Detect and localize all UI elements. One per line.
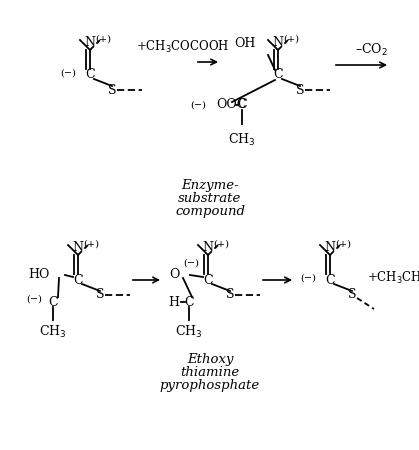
Text: C: C bbox=[237, 99, 247, 112]
Text: OH: OH bbox=[235, 37, 256, 50]
Text: (+): (+) bbox=[283, 35, 299, 44]
Text: H: H bbox=[168, 296, 179, 309]
Text: CH$_3$: CH$_3$ bbox=[39, 324, 67, 340]
Text: C: C bbox=[85, 68, 95, 81]
Text: N: N bbox=[272, 36, 284, 49]
Text: (−): (−) bbox=[300, 274, 316, 283]
Text: C: C bbox=[73, 274, 83, 287]
Text: (+): (+) bbox=[335, 239, 351, 248]
Text: (−): (−) bbox=[183, 259, 199, 268]
Text: +CH$_3$COCOOH: +CH$_3$COCOOH bbox=[136, 39, 230, 55]
Text: C: C bbox=[325, 274, 335, 287]
Text: (+): (+) bbox=[83, 239, 99, 248]
Text: thiamine: thiamine bbox=[180, 366, 240, 379]
Text: CH$_3$: CH$_3$ bbox=[228, 132, 256, 148]
Text: –CO$_2$: –CO$_2$ bbox=[355, 42, 388, 58]
Text: C: C bbox=[273, 68, 283, 81]
Text: C: C bbox=[48, 296, 58, 309]
Text: Ethoxy: Ethoxy bbox=[187, 354, 233, 366]
Text: N: N bbox=[72, 241, 83, 254]
Text: compound: compound bbox=[175, 204, 245, 217]
Text: S: S bbox=[108, 84, 116, 96]
Text: (−): (−) bbox=[190, 100, 206, 109]
Text: substrate: substrate bbox=[178, 192, 242, 204]
Text: pyrophosphate: pyrophosphate bbox=[160, 379, 260, 392]
Text: N: N bbox=[324, 241, 336, 254]
Text: C: C bbox=[203, 274, 213, 287]
Text: N: N bbox=[202, 241, 214, 254]
Text: Enzyme-: Enzyme- bbox=[181, 179, 239, 192]
Text: CH$_3$: CH$_3$ bbox=[175, 324, 203, 340]
Text: C: C bbox=[184, 296, 194, 309]
Text: N: N bbox=[85, 36, 96, 49]
Text: (+): (+) bbox=[95, 35, 111, 44]
Text: HO: HO bbox=[28, 267, 50, 280]
Text: +CH$_3$CHO: +CH$_3$CHO bbox=[367, 270, 419, 286]
Text: S: S bbox=[348, 288, 356, 302]
Text: (−): (−) bbox=[26, 294, 42, 303]
Text: (−): (−) bbox=[60, 68, 76, 77]
Text: S: S bbox=[96, 288, 104, 302]
Text: S: S bbox=[226, 288, 234, 302]
Text: OOC: OOC bbox=[216, 99, 246, 112]
Text: O: O bbox=[170, 267, 180, 280]
Text: (+): (+) bbox=[213, 239, 229, 248]
Text: S: S bbox=[296, 84, 304, 96]
